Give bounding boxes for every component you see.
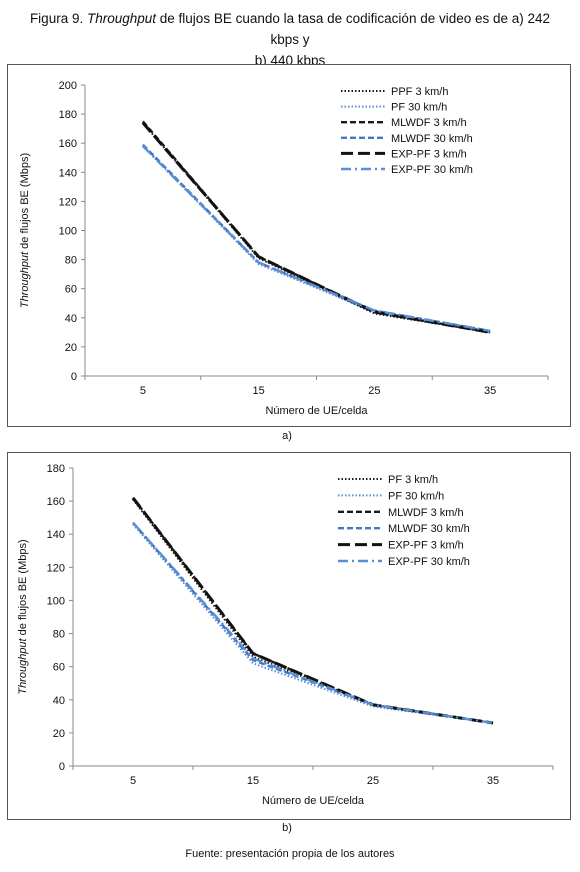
y-tick-label: 60 (53, 662, 65, 674)
y-tick-label: 100 (47, 595, 65, 607)
legend-label: EXP-PF 30 km/h (388, 556, 470, 568)
y-tick-label: 160 (59, 138, 77, 150)
series-line (132, 521, 494, 725)
legend-label: MLWDF 30 km/h (391, 133, 473, 145)
series-line (142, 145, 491, 333)
chart-a: 0 20 40 60 80 100 120 140 160 180 200 5 15 25 35 Número… (19, 80, 549, 417)
series-line (132, 521, 494, 725)
chart-panel-a: 0 20 40 60 80 100 120 140 160 180 200 5 15 25 35 Número… (7, 64, 571, 427)
x-tick-label: 25 (368, 385, 380, 397)
y-tick-label: 180 (47, 463, 65, 475)
y-tick-label: 140 (59, 167, 77, 179)
legend-label: EXP-PF 30 km/h (391, 164, 473, 176)
legend-label: EXP-PF 3 km/h (388, 540, 464, 552)
x-tick-label: 5 (140, 385, 146, 397)
legend-label: PF 30 km/h (388, 490, 444, 502)
y-tick-label: 80 (65, 255, 77, 267)
legend: PF 3 km/h PF 30 km/h MLWDF 3 km/h MLWDF 30 … (338, 474, 470, 568)
y-tick-label: 100 (59, 226, 77, 238)
chart-b-label: b) (282, 822, 292, 834)
figure-caption: Figura 9. Throughput de flujos BE cuando… (14, 8, 566, 71)
y-tick-label: 180 (59, 109, 77, 121)
x-tick-label: 25 (367, 775, 379, 787)
legend-label: MLWDF 3 km/h (391, 117, 467, 129)
y-tick-label: 60 (65, 284, 77, 296)
y-tick-label: 80 (53, 629, 65, 641)
series-line (131, 496, 494, 725)
y-tick-label: 160 (47, 496, 65, 508)
y-tick-label: 0 (59, 761, 65, 773)
y-axis-label: Throughput de flujos BE (Mbps) (19, 153, 31, 308)
y-tick-label: 20 (53, 728, 65, 740)
y-tick-label: 40 (53, 695, 65, 707)
legend-label: PF 3 km/h (388, 474, 438, 486)
y-tick-label: 40 (65, 313, 77, 325)
y-axis-label-rest: de flujos BE (Mbps) (19, 153, 31, 252)
y-tick-label: 200 (59, 80, 77, 92)
legend-label: PF 30 km/h (391, 102, 447, 114)
x-axis-label: Número de UE/celda (262, 795, 365, 807)
legend-label: MLWDF 30 km/h (388, 523, 470, 535)
legend-label: MLWDF 3 km/h (388, 507, 464, 519)
legend-label: PPF 3 km/h (391, 86, 448, 98)
caption-line-1: Figura 9. Throughput de flujos BE cuando… (14, 8, 566, 50)
legend: PPF 3 km/h PF 30 km/h MLWDF 3 km/h MLWDF 30… (341, 86, 473, 176)
x-tick-label: 35 (484, 385, 496, 397)
y-tick-label: 140 (47, 529, 65, 541)
chart-panel-b: 0 20 40 60 80 100 120 140 160 180 5 15 25 35 Número de… (7, 452, 571, 820)
y-axis-label-rest: de flujos BE (Mbps) (17, 539, 29, 638)
y-tick-label: 20 (65, 342, 77, 354)
legend-label: EXP-PF 3 km/h (391, 148, 467, 160)
y-tick-label: 120 (59, 196, 77, 208)
series-line (142, 145, 491, 334)
y-tick-label: 0 (71, 371, 77, 383)
x-tick-label: 35 (487, 775, 499, 787)
source-note: Fuente: presentación propia de los autor… (185, 848, 395, 860)
x-tick-label: 15 (253, 385, 265, 397)
y-axis-label-italic: Throughput (17, 637, 29, 694)
y-axis-label-italic: Throughput (19, 251, 31, 308)
series-line (141, 121, 491, 334)
x-tick-label: 5 (130, 775, 136, 787)
caption-italic: Throughput (86, 11, 157, 26)
series-line (132, 523, 494, 724)
x-axis-label: Número de UE/celda (265, 405, 368, 417)
caption-prefix: Figura 9. (29, 11, 87, 26)
series-line (132, 498, 494, 724)
y-tick-label: 120 (47, 562, 65, 574)
chart-b: 0 20 40 60 80 100 120 140 160 180 5 15 25 35 Número de… (17, 463, 554, 807)
y-axis-label: Throughput de flujos BE (Mbps) (17, 539, 29, 694)
x-tick-label: 15 (247, 775, 259, 787)
chart-a-label: a) (282, 430, 292, 442)
caption-rest: de flujos BE cuando la tasa de codificac… (156, 11, 551, 47)
